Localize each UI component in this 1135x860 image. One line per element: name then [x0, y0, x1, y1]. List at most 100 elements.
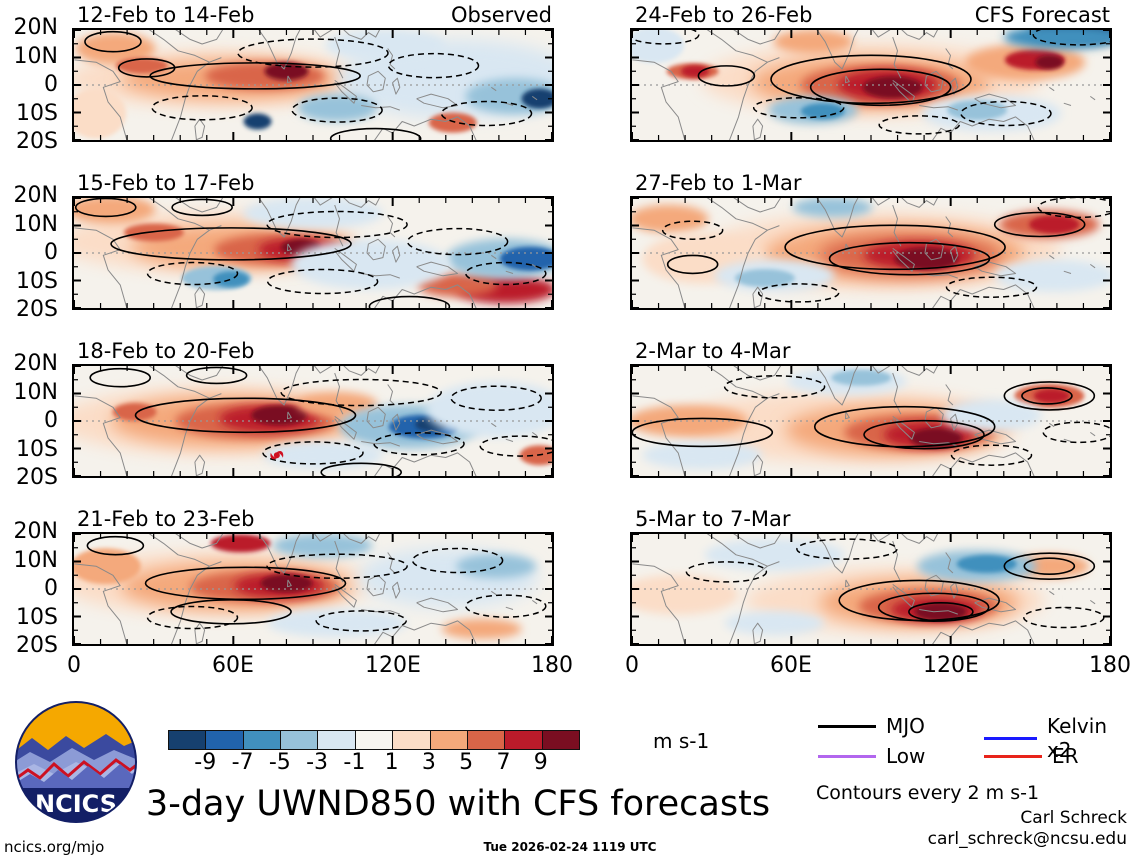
y-tick-label: 10N: [13, 379, 58, 405]
panel-head: 18-Feb to 20-Feb: [72, 337, 554, 364]
panel-head: 27-Feb to 1-Mar: [630, 169, 1112, 196]
legend-entry-er: ER: [984, 744, 1079, 768]
colorbar-tick-label: 1: [384, 750, 399, 775]
y-tick-label: 10N: [13, 547, 58, 573]
colorbar-cell: [541, 731, 579, 749]
ncics-url-text: ncics.org/mjo: [4, 838, 105, 856]
y-tick-label: 0: [44, 72, 58, 97]
colorbar-tick-label: -1: [343, 750, 366, 775]
map-canvas-observed-1: [72, 28, 554, 142]
colorbar-tick-label: -5: [268, 750, 291, 775]
colorbar-cells: [168, 730, 580, 750]
panel-obs-21feb: 21-Feb to 23-Feb: [72, 505, 554, 646]
y-tick-label: 20S: [16, 129, 58, 154]
map-canvas-forecast-1: [630, 28, 1112, 142]
colorbar-cell: [429, 731, 467, 749]
map-canvas-forecast-2: [630, 196, 1112, 310]
y-tick-label: 20S: [16, 633, 58, 658]
x-tick-label: 60E: [212, 653, 254, 678]
panel-title: 21-Feb to 23-Feb: [77, 507, 255, 531]
colorbar-tick-label: -7: [231, 750, 254, 775]
credit-author: Carl Schreck: [1020, 808, 1127, 828]
colorbar-cell: [504, 731, 542, 749]
x-tick-label: 180: [531, 653, 573, 678]
credit-email: carl_schreck@ncsu.edu: [927, 829, 1127, 849]
panel-title: 24-Feb to 26-Feb: [635, 3, 813, 27]
panel-title: 15-Feb to 17-Feb: [77, 171, 255, 195]
legend-label: ER: [1052, 744, 1079, 768]
colorbar-tick-label: 7: [496, 750, 511, 775]
y-tick-label: 0: [44, 576, 58, 601]
panel-title: 18-Feb to 20-Feb: [77, 339, 255, 363]
colorbar-cell: [205, 731, 243, 749]
colorbar-tick-label: 3: [421, 750, 436, 775]
panel-subtitle-forecast: CFS Forecast: [974, 3, 1110, 27]
panel-head: 5-Mar to 7-Mar: [630, 505, 1112, 532]
x-tick-label: 120E: [365, 653, 421, 678]
colorbar-cell: [169, 731, 206, 749]
colorbar-cell: [392, 731, 430, 749]
legend-entry-low: Low: [818, 744, 925, 768]
y-tick-label: 10S: [16, 436, 58, 462]
x-tick-label: 0: [67, 653, 81, 678]
legend-label: Low: [886, 744, 926, 768]
panel-title: 5-Mar to 7-Mar: [635, 507, 791, 531]
y-tick-label: 10N: [13, 43, 58, 69]
mjo-line-swatch: [818, 724, 876, 728]
colorbar-cell: [354, 731, 393, 749]
legend-entry-kelvin: Kelvin x2: [984, 714, 1130, 762]
panel-title: 2-Mar to 4-Mar: [635, 339, 791, 363]
panel-fcst-5mar: 5-Mar to 7-Mar: [630, 505, 1112, 646]
colorbar-tick-label: -9: [194, 750, 217, 775]
logo-text: NCICS: [35, 790, 117, 818]
contour-interval-note: Contours every 2 m s-1: [816, 782, 1040, 804]
y-tick-label: 20N: [13, 183, 58, 208]
colorbar-tick-label: 5: [459, 750, 474, 775]
colorbar-tick-label: -3: [306, 750, 329, 775]
logo-red-ridgeline: [16, 758, 136, 782]
contour-legend: MJO Kelvin x2 Low ER: [810, 706, 1130, 768]
kelvin-line-swatch: [984, 736, 1037, 740]
y-tick-label: 20N: [13, 351, 58, 376]
panel-obs-15feb: 15-Feb to 17-Feb: [72, 169, 554, 310]
x-tick-label: 180: [1089, 653, 1131, 678]
colorbar-cell: [317, 731, 355, 749]
colorbar-units-label: m s-1: [653, 729, 710, 753]
panel-obs-12feb: 12-Feb to 14-Feb Observed: [72, 1, 554, 142]
generation-timestamp: Tue 2026-02-24 1119 UTC: [483, 840, 657, 854]
legend-entry-mjo: MJO: [818, 714, 925, 738]
colorbar-tick-label: 9: [533, 750, 548, 775]
x-axis-labels-left: 0 60E 120E 180: [67, 653, 573, 683]
panel-title: 12-Feb to 14-Feb: [77, 3, 255, 27]
x-tick-label: 120E: [923, 653, 979, 678]
y-tick-label: 10N: [13, 211, 58, 237]
y-tick-label: 10S: [16, 100, 58, 126]
y-tick-label: 20N: [13, 519, 58, 544]
y-tick-label: 20S: [16, 465, 58, 490]
y-tick-label: 20S: [16, 297, 58, 322]
panel-head: 21-Feb to 23-Feb: [72, 505, 554, 532]
x-tick-label: 0: [625, 653, 639, 678]
y-tick-label: 20N: [13, 15, 58, 40]
low-line-swatch: [818, 754, 876, 758]
y-tick-label: 0: [44, 240, 58, 265]
panel-head: 2-Mar to 4-Mar: [630, 337, 1112, 364]
panel-fcst-27feb: 27-Feb to 1-Mar: [630, 169, 1112, 310]
y-axis-labels: 20N 10N 0 10S 20S 20N 10N 0 10S 20S 20N 10N 0 10S 20S 2…: [0, 0, 64, 700]
figure-main-title: 3-day UWND850 with CFS forecasts: [145, 784, 771, 824]
colorbar-cell: [280, 731, 318, 749]
colorbar-cell: [242, 731, 281, 749]
x-axis-labels-right: 0 60E 120E 180: [625, 653, 1131, 683]
y-tick-label: 0: [44, 408, 58, 433]
panel-subtitle-observed: Observed: [450, 3, 552, 27]
er-line-swatch: [984, 754, 1042, 758]
colorbar: -9 -7 -5 -3 -1 1 3 5 7 9: [168, 730, 580, 780]
y-tick-label: 10S: [16, 604, 58, 630]
panel-title: 27-Feb to 1-Mar: [635, 171, 802, 195]
panel-head: 12-Feb to 14-Feb Observed: [72, 1, 554, 28]
legend-label: MJO: [886, 714, 925, 738]
map-canvas-observed-4: [72, 532, 554, 646]
y-tick-label: 10S: [16, 268, 58, 294]
map-canvas-forecast-3: [630, 364, 1112, 478]
